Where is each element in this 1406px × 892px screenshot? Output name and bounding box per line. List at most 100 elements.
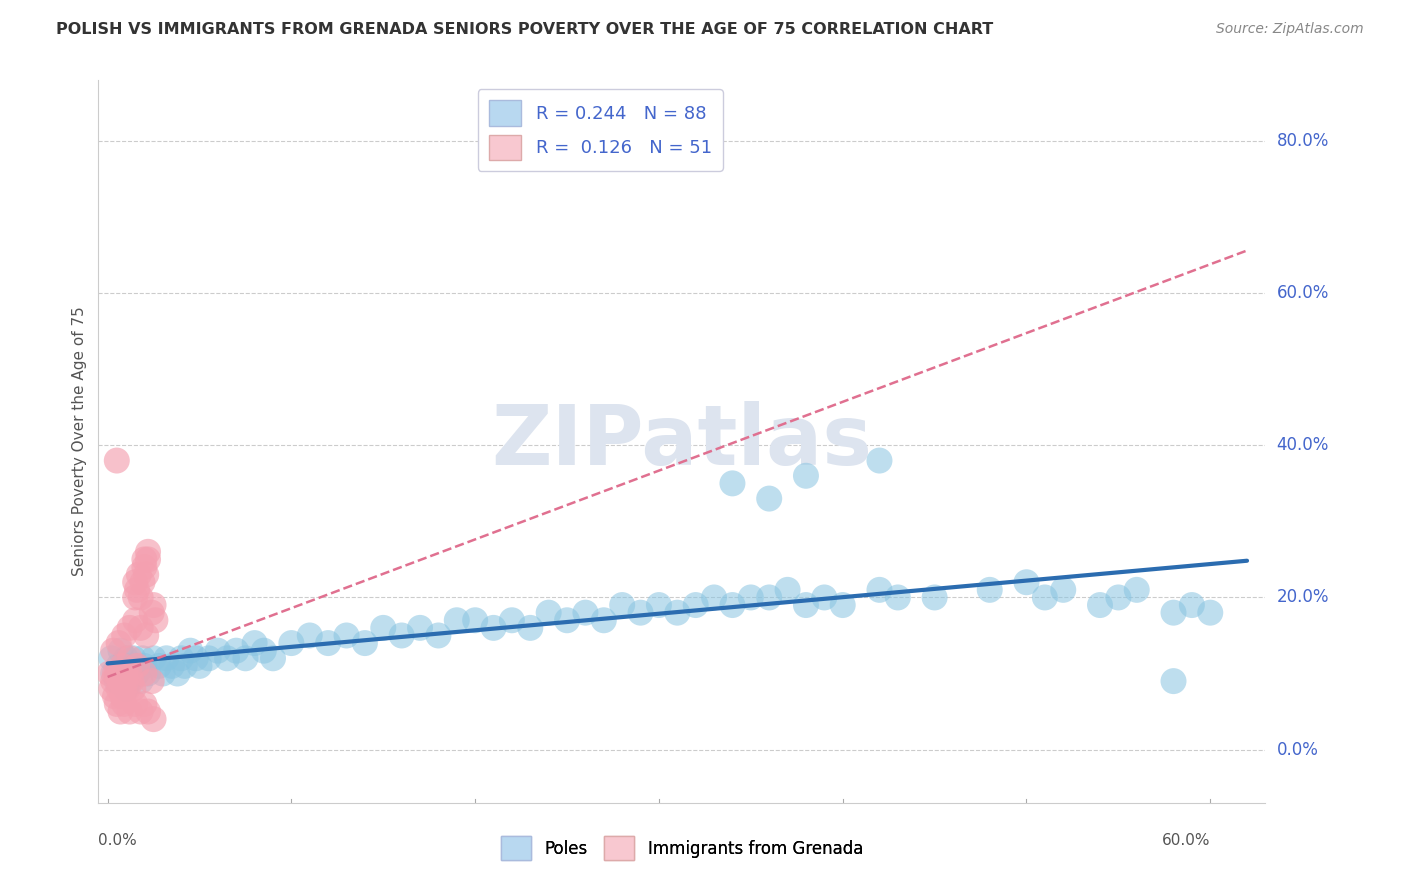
Point [142, 651, 165, 665]
Point [740, 591, 762, 605]
Point [111, 666, 134, 681]
Point [373, 621, 395, 635]
Point [136, 552, 159, 566]
Point [831, 598, 853, 612]
Point [118, 621, 141, 635]
Point [128, 567, 150, 582]
Point [262, 651, 284, 665]
Text: 0.0%: 0.0% [1277, 740, 1319, 758]
Point [110, 643, 132, 657]
Point [225, 643, 247, 657]
Point [134, 666, 156, 681]
Point [112, 674, 135, 689]
Point [142, 712, 165, 726]
Point [758, 491, 780, 506]
Point [117, 681, 139, 696]
Point [105, 697, 128, 711]
Point [758, 591, 780, 605]
Point [129, 705, 152, 719]
Point [280, 636, 302, 650]
Point [482, 621, 505, 635]
Point [1107, 591, 1129, 605]
Point [446, 613, 468, 627]
Point [122, 651, 145, 665]
Point [124, 697, 146, 711]
Point [1033, 591, 1056, 605]
Point [721, 476, 744, 491]
Point [111, 690, 134, 704]
Point [115, 674, 138, 689]
Point [104, 666, 127, 681]
Point [501, 613, 523, 627]
Point [869, 582, 891, 597]
Point [776, 582, 799, 597]
Point [887, 591, 910, 605]
Point [253, 643, 276, 657]
Point [1088, 598, 1111, 612]
Point [235, 651, 257, 665]
Point [794, 598, 817, 612]
Point [100, 681, 122, 696]
Point [112, 697, 135, 711]
Point [1052, 582, 1074, 597]
Point [1181, 598, 1204, 612]
Point [721, 598, 744, 612]
Point [630, 606, 652, 620]
Point [666, 606, 689, 620]
Point [136, 666, 159, 681]
Text: 60.0%: 60.0% [1161, 833, 1211, 848]
Point [115, 666, 138, 681]
Point [1163, 674, 1185, 689]
Point [184, 651, 207, 665]
Point [118, 666, 141, 681]
Point [152, 666, 174, 681]
Point [124, 613, 146, 627]
Point [142, 598, 165, 612]
Point [612, 598, 634, 612]
Point [207, 643, 229, 657]
Text: POLISH VS IMMIGRANTS FROM GRENADA SENIORS POVERTY OVER THE AGE OF 75 CORRELATION: POLISH VS IMMIGRANTS FROM GRENADA SENIOR… [56, 22, 994, 37]
Point [118, 674, 141, 689]
Point [105, 674, 128, 689]
Point [135, 628, 157, 642]
Point [131, 575, 153, 590]
Point [145, 613, 167, 627]
Point [427, 628, 450, 642]
Text: 20.0%: 20.0% [1277, 589, 1329, 607]
Point [335, 628, 357, 642]
Point [141, 674, 163, 689]
Point [188, 659, 211, 673]
Point [555, 613, 578, 627]
Point [129, 591, 152, 605]
Point [703, 591, 725, 605]
Point [105, 453, 128, 467]
Point [166, 666, 188, 681]
Point [179, 643, 201, 657]
Point [464, 613, 486, 627]
Point [648, 598, 671, 612]
Point [101, 643, 124, 657]
Text: 60.0%: 60.0% [1277, 285, 1329, 302]
Point [117, 659, 139, 673]
Point [121, 666, 143, 681]
Point [409, 621, 432, 635]
Point [148, 659, 170, 673]
Point [574, 606, 596, 620]
Point [111, 659, 134, 673]
Point [316, 636, 339, 650]
Point [537, 606, 560, 620]
Point [105, 666, 128, 681]
Point [118, 651, 141, 665]
Point [115, 651, 138, 665]
Point [134, 697, 156, 711]
Point [134, 552, 156, 566]
Point [794, 468, 817, 483]
Point [131, 651, 153, 665]
Point [1163, 606, 1185, 620]
Point [141, 606, 163, 620]
Point [136, 705, 159, 719]
Point [98, 666, 121, 681]
Point [215, 651, 238, 665]
Point [121, 674, 143, 689]
Point [125, 659, 148, 673]
